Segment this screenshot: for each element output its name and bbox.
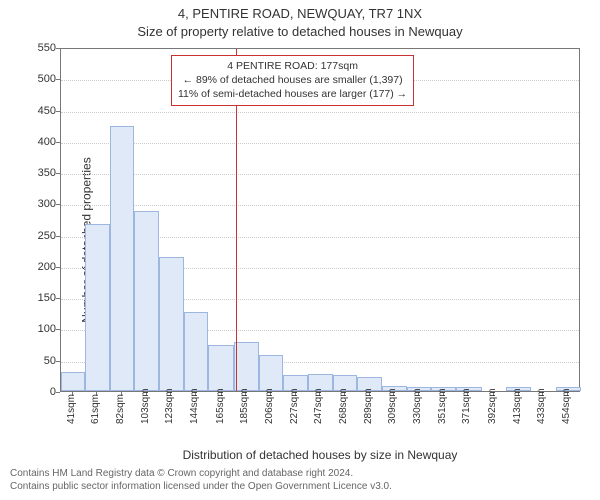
histogram-bar [184, 312, 208, 391]
y-tick-label: 0 [6, 386, 56, 398]
y-tick-label: 450 [6, 105, 56, 117]
y-tick-mark [56, 142, 60, 143]
callout-line1: 4 PENTIRE ROAD: 177sqm [178, 59, 407, 73]
plot-area: 4 PENTIRE ROAD: 177sqm ← 89% of detached… [60, 48, 580, 392]
y-tick-mark [56, 267, 60, 268]
y-tick-mark [56, 204, 60, 205]
y-tick-label: 500 [6, 73, 56, 85]
chart-container: 4, PENTIRE ROAD, NEWQUAY, TR7 1NX Size o… [0, 0, 600, 500]
callout-line2: ← 89% of detached houses are smaller (1,… [178, 73, 407, 87]
y-tick-label: 400 [6, 136, 56, 148]
histogram-bar [134, 211, 159, 391]
y-tick-label: 200 [6, 261, 56, 273]
y-tick-mark [56, 298, 60, 299]
callout-box: 4 PENTIRE ROAD: 177sqm ← 89% of detached… [171, 55, 414, 106]
histogram-bar [259, 355, 283, 391]
y-tick-label: 350 [6, 167, 56, 179]
y-tick-label: 100 [6, 323, 56, 335]
footer-attribution: Contains HM Land Registry data © Crown c… [10, 468, 590, 493]
y-tick-mark [56, 329, 60, 330]
y-tick-label: 250 [6, 230, 56, 242]
y-tick-label: 150 [6, 292, 56, 304]
histogram-bar [110, 126, 134, 391]
histogram-bar [85, 224, 110, 391]
y-tick-mark [56, 79, 60, 80]
y-tick-mark [56, 48, 60, 49]
y-tick-mark [56, 392, 60, 393]
histogram-bar [234, 342, 259, 391]
histogram-bar [159, 257, 184, 391]
histogram-bar [61, 372, 85, 391]
footer-line2: Contains public sector information licen… [10, 481, 590, 494]
y-tick-mark [56, 111, 60, 112]
y-tick-label: 50 [6, 355, 56, 367]
page-title: 4, PENTIRE ROAD, NEWQUAY, TR7 1NX [0, 6, 600, 21]
chart-subtitle: Size of property relative to detached ho… [0, 24, 600, 39]
x-axis-label: Distribution of detached houses by size … [60, 448, 580, 462]
y-tick-label: 300 [6, 198, 56, 210]
y-tick-label: 550 [6, 42, 56, 54]
footer-line1: Contains HM Land Registry data © Crown c… [10, 468, 590, 481]
callout-line3: 11% of semi-detached houses are larger (… [178, 87, 407, 101]
y-tick-mark [56, 361, 60, 362]
y-tick-mark [56, 173, 60, 174]
histogram-bar [208, 345, 233, 391]
y-tick-mark [56, 236, 60, 237]
